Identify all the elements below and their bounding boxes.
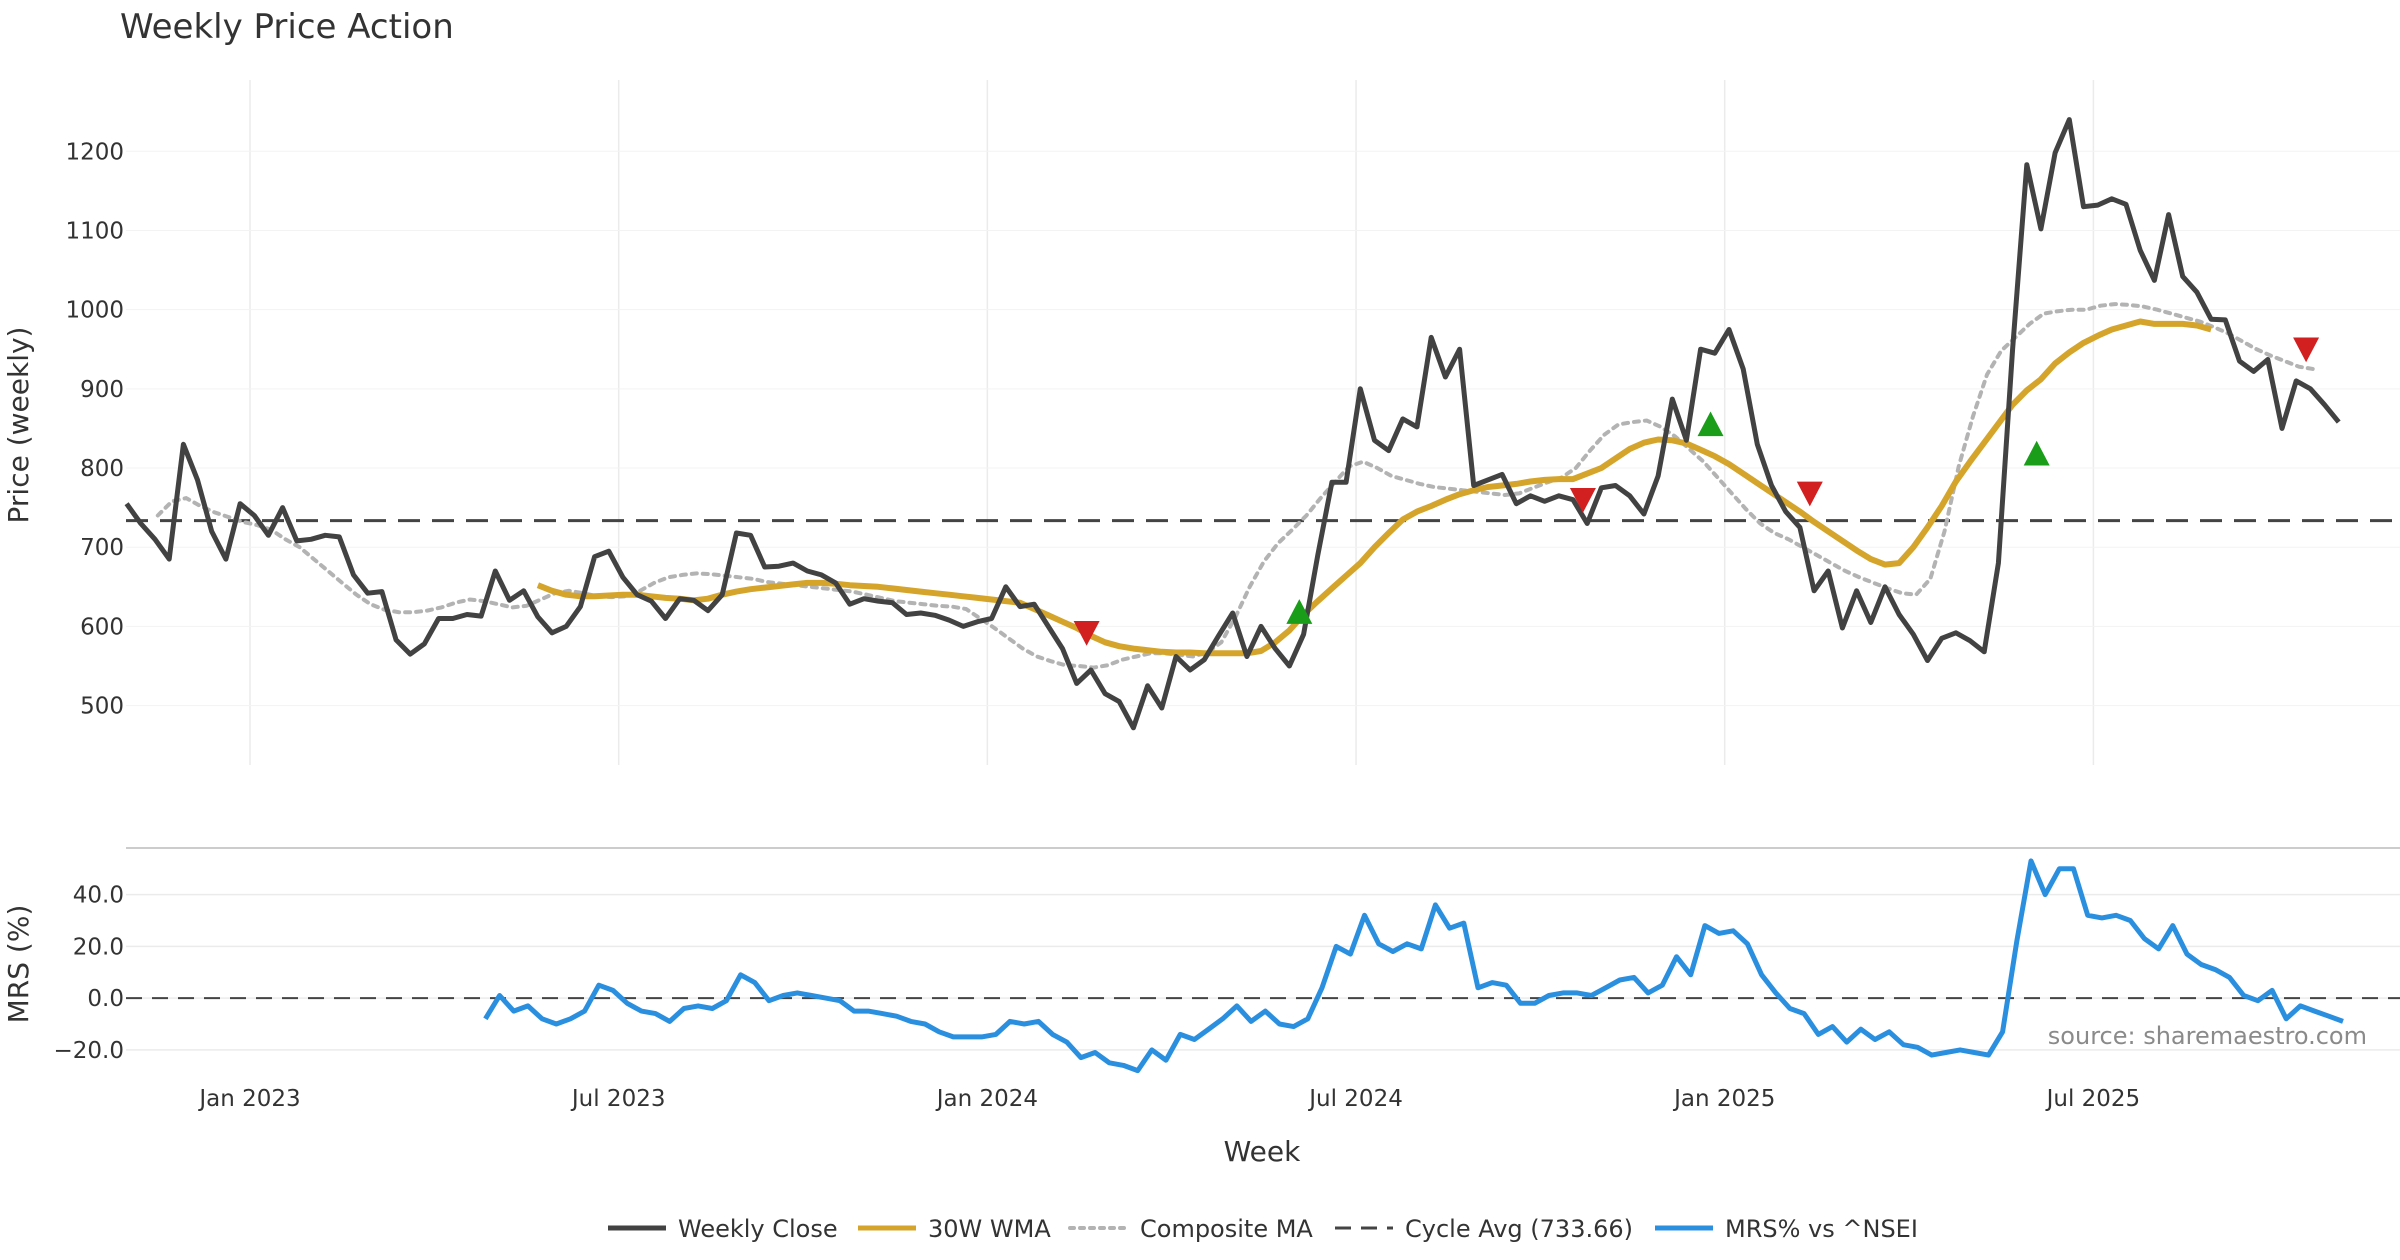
buy-signal-marker — [1286, 599, 1313, 624]
mrs-y-tick-label: 0.0 — [87, 986, 124, 1012]
legend-label: 30W WMA — [928, 1215, 1051, 1243]
legend-label: MRS% vs ^NSEI — [1725, 1215, 1918, 1243]
mrs-y-tick-label: 20.0 — [73, 934, 124, 960]
price-y-tick-label: 1100 — [65, 218, 124, 244]
price-gridlines — [126, 80, 2400, 765]
price-y-axis-label: Price (weekly) — [2, 327, 35, 524]
price-y-tick-label: 500 — [80, 694, 124, 720]
legend: Weekly Close 30W WMA Composite MA Cycle Avg… — [608, 1215, 1918, 1243]
x-tick-label: Jul 2025 — [2045, 1086, 2141, 1112]
price-y-tick-label: 1200 — [65, 139, 124, 165]
price-y-tick-label: 800 — [80, 456, 124, 482]
sell-signal-marker — [2293, 337, 2320, 363]
x-axis-ticks: Jan 2023 Jul 2023 Jan 2024 Jul 2024 Jan 2025… — [197, 1086, 2140, 1112]
x-tick-label: Jan 2025 — [1672, 1086, 1775, 1112]
price-y-tick-label: 900 — [80, 377, 124, 403]
x-tick-label: Jul 2024 — [1307, 1086, 1403, 1112]
legend-label: Weekly Close — [678, 1215, 838, 1243]
mrs-line — [483, 858, 2344, 1074]
price-y-ticks: 500 600 700 800 900 1000 1100 1200 — [65, 139, 124, 719]
chart-title: Weekly Price Action — [120, 7, 454, 47]
sell-signal-marker — [1796, 481, 1823, 507]
price-y-tick-label: 1000 — [65, 298, 124, 324]
buy-signal-marker — [2023, 440, 2050, 466]
x-tick-label: Jul 2023 — [570, 1086, 666, 1112]
x-tick-label: Jan 2023 — [197, 1086, 300, 1112]
mrs-y-tick-label: −20.0 — [54, 1038, 124, 1064]
sell-signal-marker — [1073, 621, 1100, 646]
x-axis-label: Week — [1224, 1135, 1301, 1168]
legend-label: Composite MA — [1140, 1215, 1313, 1243]
mrs-y-axis-label: MRS (%) — [2, 905, 35, 1024]
weekly-close-line — [124, 117, 2341, 731]
signal-markers — [1073, 337, 2320, 646]
price-y-tick-label: 600 — [80, 614, 124, 640]
legend-label: Cycle Avg (733.66) — [1405, 1215, 1633, 1243]
buy-signal-marker — [1697, 411, 1724, 437]
x-tick-label: Jan 2024 — [935, 1086, 1038, 1112]
mrs-y-tick-label: 40.0 — [73, 883, 124, 909]
mrs-y-ticks: −20.0 0.0 20.0 40.0 — [54, 883, 124, 1064]
price-y-tick-label: 700 — [80, 535, 124, 561]
source-note: source: sharemaestro.com — [2048, 1022, 2367, 1050]
sell-signal-marker — [1569, 488, 1596, 513]
wma-30w-line — [536, 318, 2212, 657]
